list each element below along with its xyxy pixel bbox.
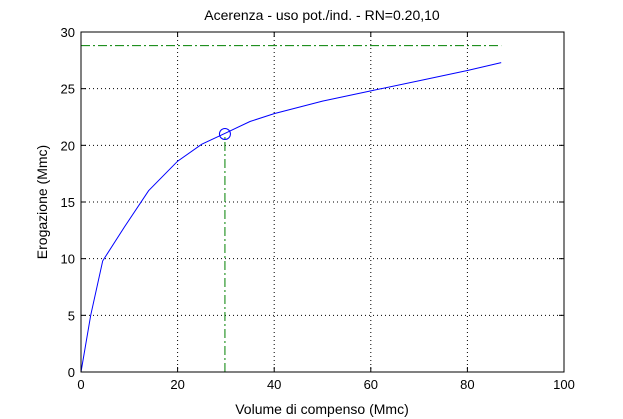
x-tick-label: 100	[553, 377, 575, 392]
y-tick-label: 25	[61, 82, 75, 97]
reference-lines	[81, 45, 502, 372]
marker-point	[218, 128, 231, 140]
x-axis-title: Volume di compenso (Mmc)	[235, 401, 409, 417]
y-axis-title: Erogazione (Mmc)	[34, 145, 50, 259]
y-tick-label: 5	[68, 308, 75, 323]
chart-title: Acerenza - uso pot./ind. - RN=0.20,10	[204, 7, 440, 23]
y-tick-label: 0	[68, 365, 75, 380]
x-tick-label: 40	[267, 377, 281, 392]
tick-labels: 0 20 40 60 80 100 0 5 10 15 20 25 30	[61, 25, 575, 392]
y-tick-label: 20	[61, 138, 75, 153]
y-tick-label: 10	[61, 252, 75, 267]
y-tick-label: 30	[61, 25, 75, 40]
ticks	[80, 31, 565, 373]
series-line	[80, 62, 502, 373]
x-tick-label: 0	[77, 377, 84, 392]
x-tick-label: 20	[170, 377, 184, 392]
x-tick-label: 80	[460, 377, 474, 392]
y-tick-label: 15	[61, 195, 75, 210]
series-layer	[80, 62, 502, 373]
grid	[81, 32, 564, 372]
x-tick-label: 60	[364, 377, 378, 392]
